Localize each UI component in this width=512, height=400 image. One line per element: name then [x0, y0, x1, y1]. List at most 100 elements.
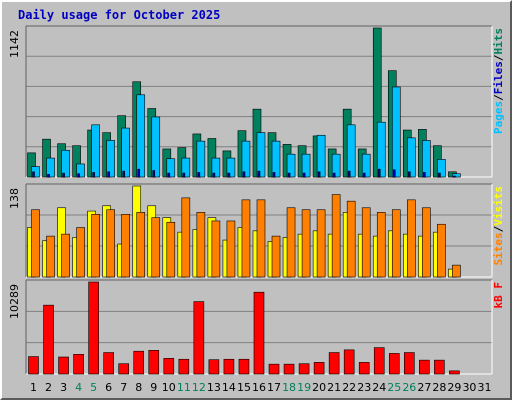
bar-kbytes-day-14: [223, 358, 235, 375]
bar-files-day-11: [181, 157, 191, 178]
bar-sites-day-27: [422, 207, 431, 278]
bar-files-day-2: [46, 157, 55, 178]
legend-top-part-2: Files: [492, 61, 505, 94]
bar-files-day-22: [346, 124, 356, 178]
bar-kbytes-day-21: [328, 352, 340, 375]
bar-kbytes-day-17: [268, 363, 280, 375]
bar-pages-day-4: [77, 173, 80, 178]
bar-sites-day-11: [181, 197, 191, 278]
bar-sites-day-6: [106, 209, 115, 278]
bar-files-day-5: [91, 124, 100, 178]
bar-sites-day-21: [331, 194, 341, 278]
bar-pages-day-28: [438, 172, 441, 178]
bar-sites-day-7: [121, 214, 130, 278]
bar-sites-day-16: [256, 199, 266, 278]
day-label-4: 4: [75, 381, 82, 394]
bar-sites-day-3: [61, 233, 70, 278]
day-label-19: 19: [297, 381, 311, 394]
day-label-14: 14: [222, 381, 236, 394]
bar-files-day-29: [452, 173, 461, 178]
bar-sites-day-19: [301, 209, 311, 278]
bar-sites-day-29: [452, 264, 461, 278]
bar-sites-day-23: [361, 207, 371, 278]
bar-files-day-13: [211, 157, 221, 178]
bar-pages-day-24: [377, 168, 381, 178]
bar-kbytes-day-10: [163, 358, 175, 375]
bar-pages-day-21: [332, 172, 336, 178]
bar-sites-day-1: [31, 209, 40, 278]
bar-files-day-28: [437, 159, 446, 178]
bar-files-day-14: [226, 157, 236, 178]
day-label-28: 28: [432, 381, 446, 394]
bar-kbytes-day-6: [103, 352, 114, 375]
bar-pages-day-20: [317, 171, 321, 178]
legend-top-part-1: /: [492, 94, 505, 101]
bar-files-day-25: [391, 86, 401, 178]
bar-pages-day-25: [392, 169, 396, 178]
bar-pages-day-5: [92, 172, 95, 178]
bar-sites-day-18: [286, 207, 296, 278]
bar-sites-day-28: [437, 223, 446, 278]
panel-bottom-max-label: 10289: [8, 284, 21, 319]
legend-bottom: kB F: [492, 282, 505, 309]
bar-pages-day-22: [347, 170, 351, 178]
day-label-13: 13: [207, 381, 221, 394]
day-label-26: 26: [402, 381, 416, 394]
bar-files-day-9: [151, 116, 161, 178]
day-label-25: 25: [387, 381, 401, 394]
day-label-3: 3: [60, 381, 67, 394]
day-label-10: 10: [162, 381, 176, 394]
bar-kbytes-day-16: [253, 291, 265, 375]
bar-kbytes-day-2: [43, 304, 54, 375]
chart-title: Daily usage for October 2025: [18, 8, 220, 22]
bar-sites-day-5: [91, 214, 100, 278]
day-label-15: 15: [237, 381, 251, 394]
bar-pages-day-16: [257, 170, 261, 178]
bar-sites-day-17: [271, 235, 281, 278]
day-label-23: 23: [357, 381, 371, 394]
legend-middle-part-0: Sites: [492, 232, 505, 265]
bar-files-day-3: [61, 149, 70, 178]
bar-pages-day-7: [122, 170, 125, 178]
day-label-17: 17: [267, 381, 281, 394]
bar-files-day-12: [196, 140, 206, 178]
bar-files-day-27: [422, 140, 431, 178]
day-label-11: 11: [177, 381, 191, 394]
bar-files-day-10: [166, 158, 176, 178]
day-label-12: 12: [192, 381, 206, 394]
day-label-2: 2: [45, 381, 52, 394]
day-label-16: 16: [252, 381, 266, 394]
legend-bottom-part-0: kB F: [492, 282, 505, 309]
bar-kbytes-day-8: [133, 350, 145, 375]
day-label-8: 8: [135, 381, 142, 394]
legend-top: Pages/Files/Hits: [492, 28, 505, 134]
bar-files-day-6: [106, 140, 115, 178]
bar-kbytes-day-26: [404, 352, 415, 375]
bar-sites-day-13: [211, 220, 221, 278]
day-label-7: 7: [120, 381, 127, 394]
legend-top-part-4: Hits: [492, 28, 505, 55]
bar-kbytes-day-15: [238, 358, 250, 375]
bar-sites-day-25: [391, 209, 401, 278]
bar-pages-day-2: [47, 174, 50, 178]
bar-files-day-16: [256, 132, 266, 178]
day-label-18: 18: [282, 381, 296, 394]
bar-pages-day-1: [32, 171, 35, 178]
bar-kbytes-day-18: [283, 363, 295, 375]
day-label-9: 9: [150, 381, 157, 394]
bar-sites-day-14: [226, 220, 236, 278]
bar-pages-day-8: [137, 168, 141, 178]
bar-kbytes-day-29: [449, 370, 460, 375]
bar-pages-day-14: [227, 172, 231, 178]
bar-pages-day-18: [287, 172, 291, 178]
bar-pages-day-12: [197, 172, 201, 178]
bar-sites-day-20: [316, 209, 326, 278]
bar-pages-day-19: [302, 172, 306, 178]
day-label-30: 30: [462, 381, 476, 394]
day-label-22: 22: [342, 381, 356, 394]
day-label-29: 29: [447, 381, 461, 394]
bar-pages-day-17: [272, 172, 276, 178]
bar-sites-day-10: [166, 221, 176, 278]
bar-kbytes-day-25: [388, 353, 400, 375]
